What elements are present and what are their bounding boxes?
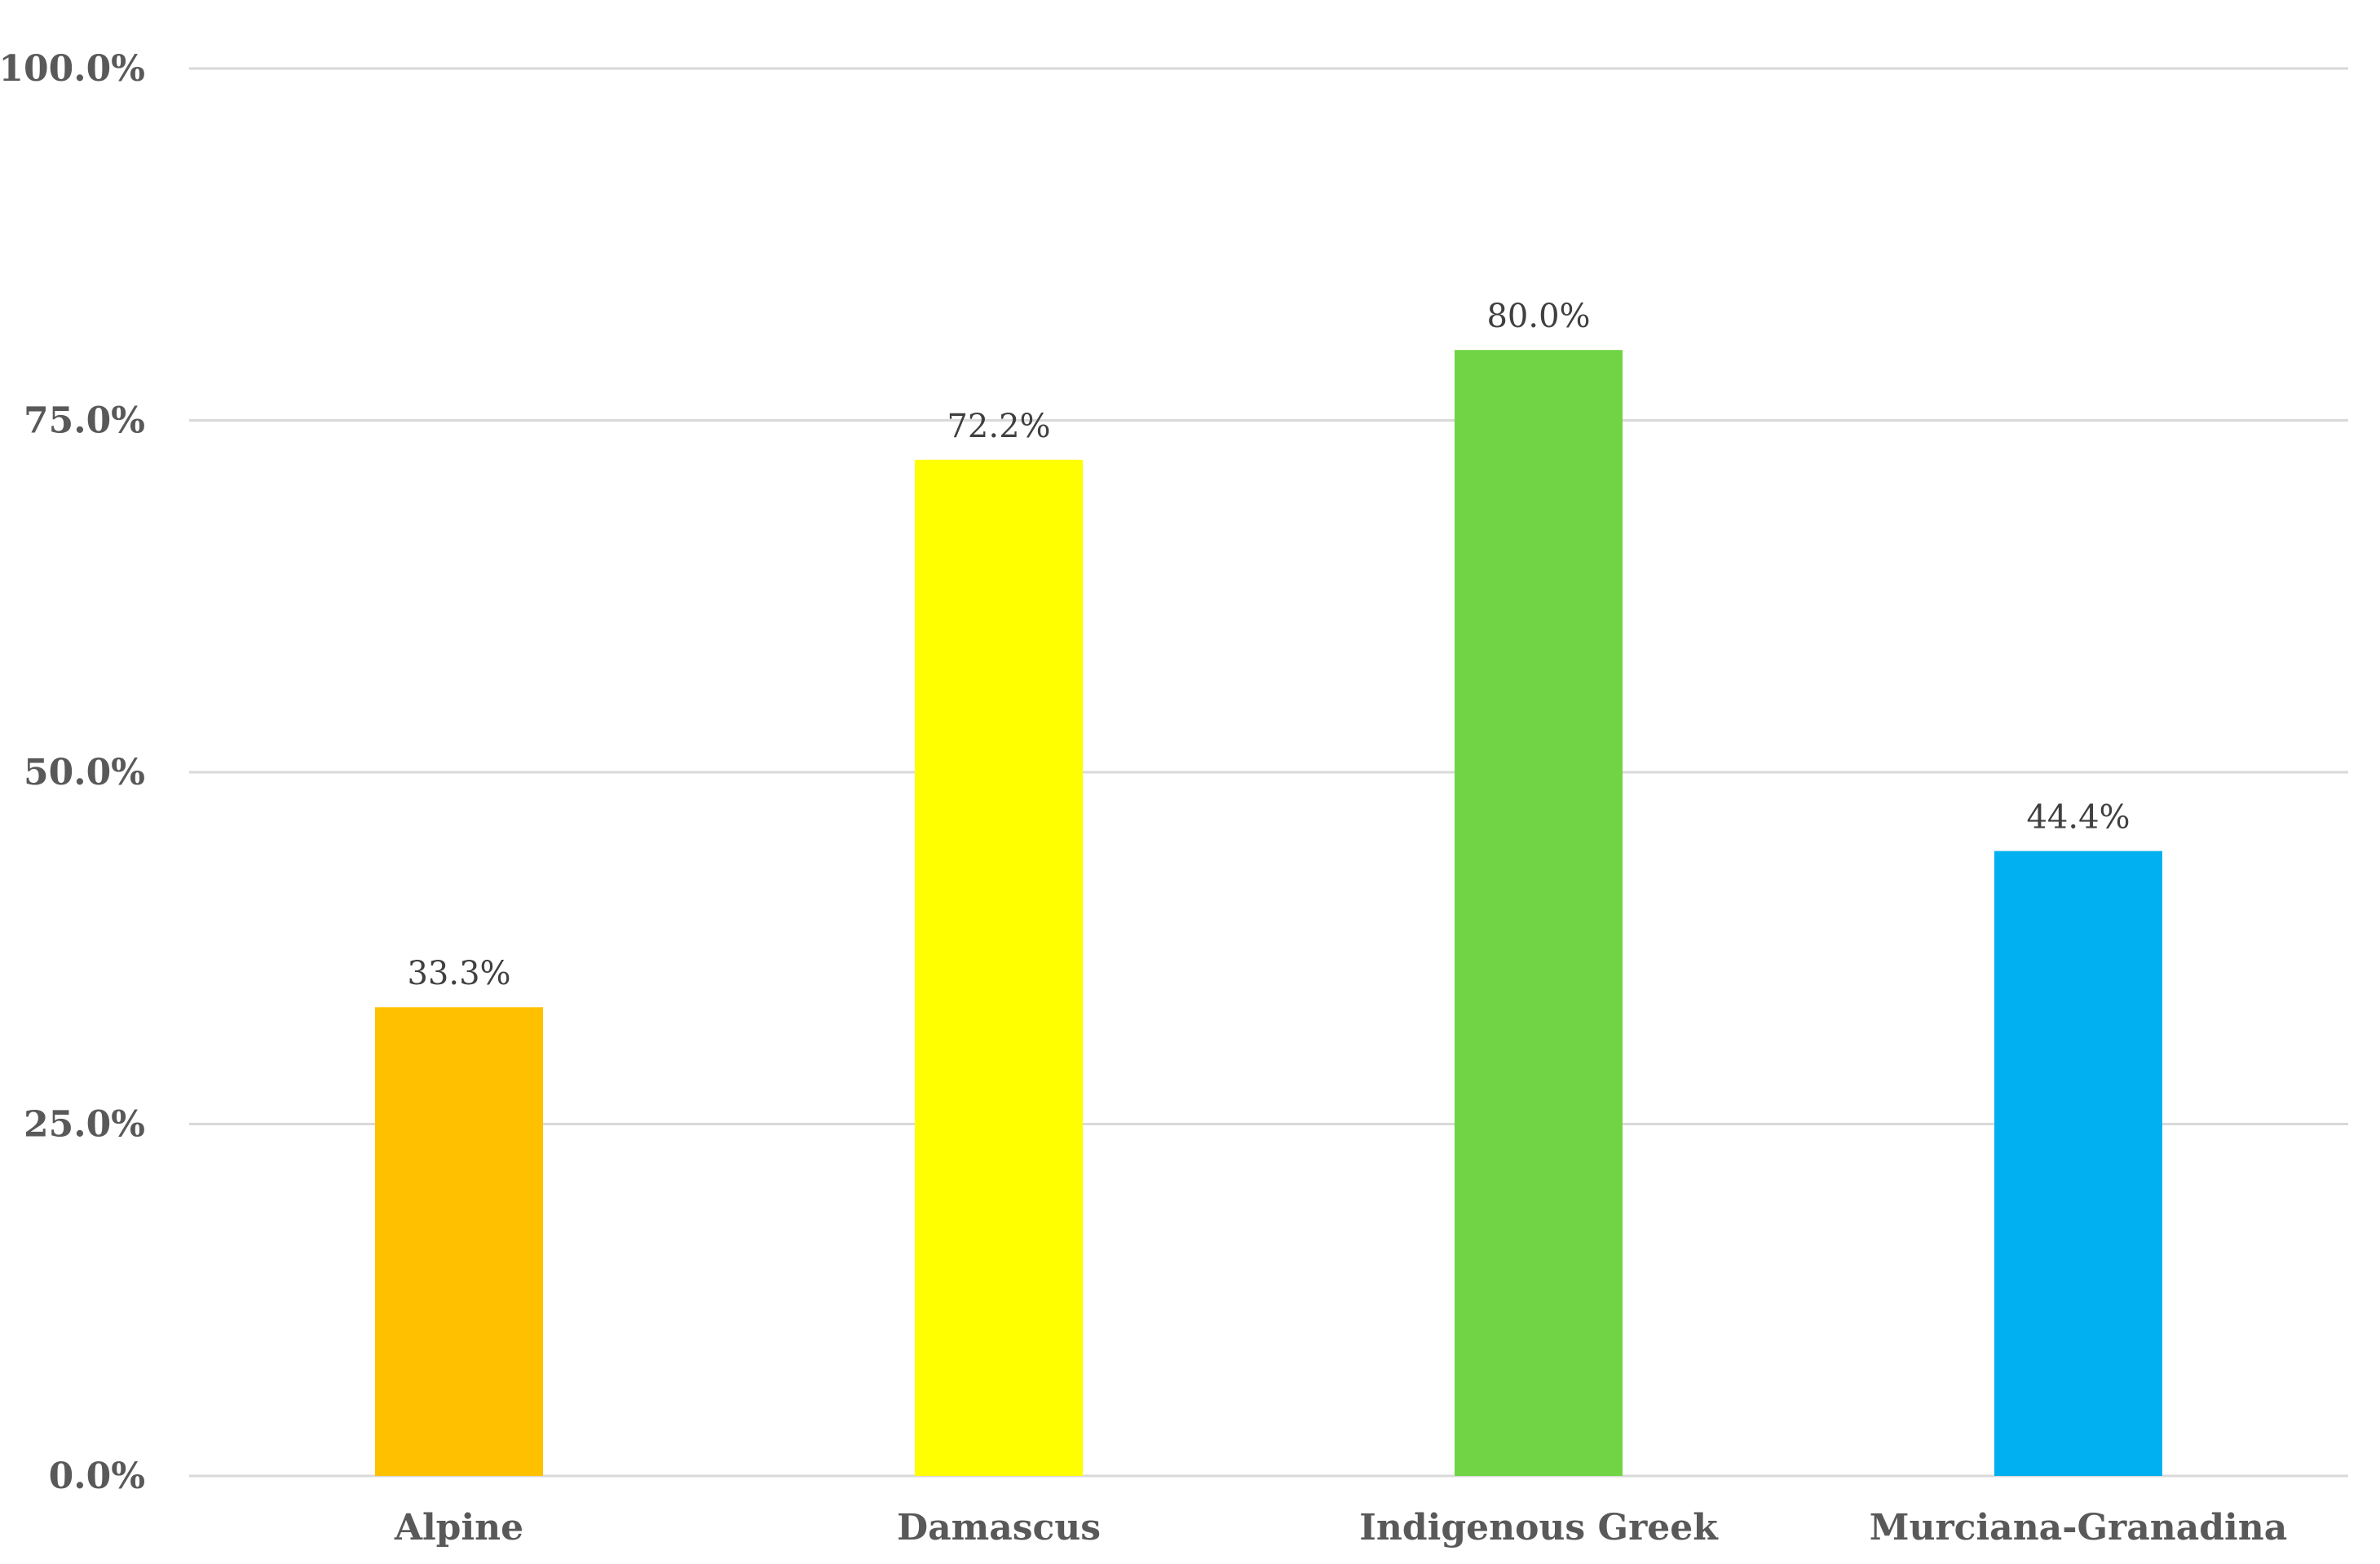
data-label: 72.2% bbox=[947, 408, 1050, 445]
x-axis-tick-labels: Alpine Damascus Indigenous Greek Murciana-G… bbox=[394, 1507, 2287, 1549]
y-tick-label: 100.0% bbox=[0, 48, 145, 90]
bars bbox=[375, 350, 2162, 1477]
x-tick-label: Murciana-Granadina bbox=[1870, 1507, 2287, 1549]
y-tick-label: 50.0% bbox=[24, 752, 145, 793]
x-tick-label: Damascus bbox=[897, 1507, 1101, 1549]
y-tick-label: 0.0% bbox=[49, 1456, 145, 1497]
data-label: 44.4% bbox=[2026, 799, 2130, 837]
x-tick-label: Indigenous Greek bbox=[1359, 1507, 1719, 1549]
y-tick-label: 75.0% bbox=[24, 400, 145, 442]
bar-indigenous-greek bbox=[1455, 350, 1623, 1477]
y-tick-label: 25.0% bbox=[24, 1104, 145, 1146]
bar-murciana-granadina bbox=[1994, 850, 2162, 1476]
y-axis-tick-labels: 0.0% 25.0% 50.0% 75.0% 100.0% bbox=[0, 48, 145, 1497]
data-labels: 33.3% 72.2% 80.0% 44.4% bbox=[407, 298, 2130, 992]
data-label: 33.3% bbox=[407, 955, 510, 992]
gridlines bbox=[189, 67, 2348, 1478]
data-label: 80.0% bbox=[1486, 298, 1590, 335]
bar-damascus bbox=[915, 459, 1083, 1476]
bar-alpine bbox=[375, 1007, 543, 1476]
x-tick-label: Alpine bbox=[394, 1507, 523, 1549]
